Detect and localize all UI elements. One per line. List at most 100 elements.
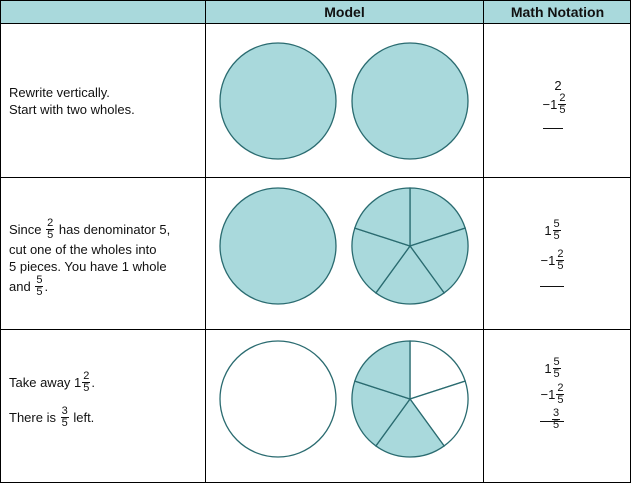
row3-left: left. xyxy=(73,410,95,425)
row-divider-2 xyxy=(0,329,631,330)
row-divider-1 xyxy=(0,177,631,178)
row3-result-num: 3 xyxy=(551,407,561,420)
row2-since: Since xyxy=(9,222,42,237)
row2-minus-whole: −1 xyxy=(540,253,556,268)
row3-there-num: 3 xyxy=(60,405,69,418)
row3-minus-den: 5 xyxy=(557,394,564,406)
column-divider-1 xyxy=(205,0,206,483)
row3-take: Take away 1 xyxy=(9,375,82,390)
row2-rule xyxy=(540,286,564,287)
row3-there: There is xyxy=(9,410,56,425)
row3-top-den: 5 xyxy=(553,368,560,380)
row3-take-den: 5 xyxy=(83,382,90,394)
row2-top-num: 5 xyxy=(552,218,561,231)
row3-minus-whole: −1 xyxy=(540,387,556,402)
row1-rule xyxy=(543,128,563,129)
header-cell-math-notation: Math Notation xyxy=(484,0,631,23)
row3-there-den: 5 xyxy=(61,417,68,429)
row3-minus-num: 2 xyxy=(556,382,565,395)
column-divider-2 xyxy=(483,0,484,483)
row2-top-whole: 1 xyxy=(544,223,552,238)
header-divider xyxy=(0,23,631,24)
header-model-text: Model xyxy=(324,3,365,20)
fifth-slice xyxy=(409,187,466,247)
row1-line2: Start with two wholes. xyxy=(9,102,135,117)
row2-and: and xyxy=(9,279,31,294)
row1-top-value: 2 xyxy=(554,78,562,93)
row1-line1: Rewrite vertically. xyxy=(9,85,110,100)
row2-line2: cut one of the wholes into xyxy=(9,242,157,257)
row2-frac-den: 5 xyxy=(47,229,54,241)
header-cell-blank xyxy=(0,0,205,23)
row1-description: Rewrite vertically. Start with two whole… xyxy=(9,84,135,118)
row1-minus-den: 5 xyxy=(559,104,566,116)
row2-frac-num: 2 xyxy=(46,217,55,230)
whole-circle-2 xyxy=(351,42,469,160)
row2-after-frac: has denominator 5, xyxy=(58,222,171,237)
row2-period: . xyxy=(44,279,49,294)
fifth-slice xyxy=(374,397,446,458)
fifth-slice xyxy=(408,380,469,447)
row3-result-den: 5 xyxy=(552,419,560,431)
table-border-left xyxy=(0,0,1,483)
fifth-slice xyxy=(408,227,469,294)
row2-minus-num: 2 xyxy=(556,248,565,261)
fifth-slice xyxy=(351,380,412,447)
whole-circle-1 xyxy=(219,42,337,160)
row1-minus-num: 2 xyxy=(558,92,567,105)
row2-and-num: 5 xyxy=(35,274,44,287)
header-cell-model: Model xyxy=(206,0,483,23)
fifth-slice xyxy=(351,227,412,294)
row1-top: 2 xyxy=(530,78,580,93)
row2-minus-den: 5 xyxy=(557,260,564,272)
row3-take-period: . xyxy=(91,375,96,390)
row2-and-den: 5 xyxy=(36,286,43,298)
row3-take-num: 2 xyxy=(82,370,91,383)
row2-line3: 5 pieces. You have 1 whole xyxy=(9,259,167,274)
row2-top-den: 5 xyxy=(553,230,560,242)
row3-top-num: 5 xyxy=(552,356,561,369)
fifth-slice xyxy=(354,187,411,247)
header-notation-text: Math Notation xyxy=(510,3,605,20)
fifth-slice xyxy=(409,340,466,400)
fifth-slice xyxy=(354,340,411,400)
fifth-slice xyxy=(374,244,446,305)
whole-circle-3 xyxy=(219,187,337,305)
row3-top-whole: 1 xyxy=(544,361,552,376)
table-border-top xyxy=(0,0,631,1)
row1-minus-whole: −1 xyxy=(542,97,558,112)
fifths-circle-row2 xyxy=(351,187,469,305)
empty-circle xyxy=(219,340,337,458)
fifths-circle-row3 xyxy=(351,340,469,458)
row3-rule xyxy=(540,421,564,422)
